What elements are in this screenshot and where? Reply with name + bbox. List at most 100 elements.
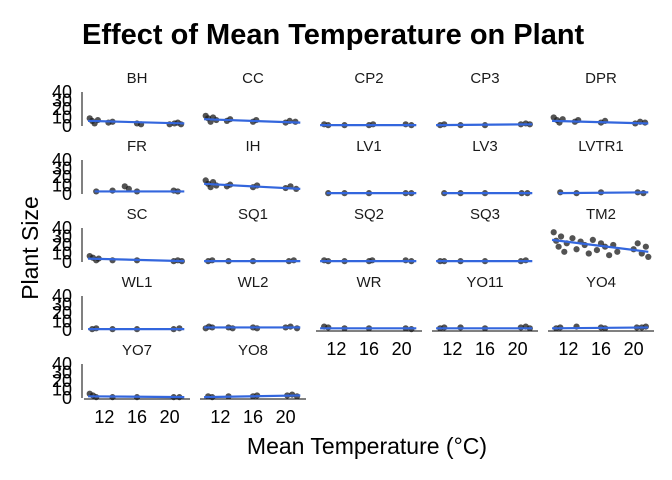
facet-label: CP2 [354,70,383,87]
trend-line [88,257,185,263]
facet-label: BH [127,70,148,87]
y-tick-label: 40 [52,150,72,170]
x-tick-label: 16 [127,407,147,427]
y-tick-label: 10 [52,108,72,128]
data-point [585,250,592,257]
y-tick-label: 30 [52,227,72,247]
panel-sq1: SQ1 [204,206,301,265]
y-tick-label: 20 [52,303,72,323]
x-tick-label: 12 [94,407,114,427]
facet-label: SQ2 [354,206,384,223]
y-tick-label: 10 [52,312,72,332]
panel-sq3: SQ3 [436,206,533,265]
facet-label: CP3 [470,70,499,87]
y-tick-label: 30 [52,363,72,383]
facet-label: FR [127,138,147,155]
x-tick-label: 20 [392,339,412,359]
data-point [593,247,601,254]
panel-lv1: LV1 [325,138,417,197]
trend-line [551,238,649,253]
data-point [573,246,580,253]
x-tick-label: 12 [210,407,230,427]
trend-line [552,326,649,330]
panel-sq2: SQ2 [320,206,417,265]
y-tick-label: 20 [52,235,72,255]
facet-label: LVTR1 [578,138,624,155]
chart-title: Effect of Mean Temperature on Plant [82,19,585,51]
trend-line [204,118,301,124]
facet-label: DPR [585,70,617,87]
trend-line [204,182,301,190]
y-tick-label: 0 [62,184,72,204]
trend-line [436,123,533,127]
panel-yo11: YO11 12 16 20 [432,274,538,359]
panel-wr: WR 12 16 20 [316,274,422,359]
x-tick-label: 16 [243,407,263,427]
trend-line [88,119,185,125]
y-tick-label: 20 [52,167,72,187]
x-tick-label: 20 [160,407,180,427]
data-point [642,243,649,250]
x-axis-label: Mean Temperature (°C) [247,433,487,459]
data-point [207,184,214,191]
panel-lv3: LV3 [441,138,533,197]
y-tick-label: 0 [62,320,72,340]
y-tick-label: 40 [52,286,72,306]
data-point [557,233,565,240]
y-tick-label: 30 [52,159,72,179]
panel-dpr: DPR [550,70,649,127]
y-tick-label: 0 [62,388,72,408]
panel-tm2: TM2 [550,206,652,260]
y-tick-label: 10 [52,176,72,196]
x-tick-label: 12 [558,339,578,359]
y-tick-label: 30 [52,295,72,315]
panel-cp3: CP3 [436,70,533,129]
data-point [561,248,568,255]
x-tick-label: 20 [508,339,528,359]
y-tick-label: 30 [52,91,72,111]
panel-lvtr1: LVTR1 [557,138,649,197]
facet-label: LV3 [472,138,498,155]
data-point [569,235,576,242]
y-tick-label: 0 [62,252,72,272]
facet-label: WL2 [238,274,269,291]
data-point [634,240,641,247]
y-tick-label: 10 [52,380,72,400]
facet-label: SQ1 [238,206,268,223]
trend-line [552,119,649,125]
facet-label: YO11 [466,274,503,291]
x-tick-label: 12 [442,339,462,359]
facet-label: WL1 [122,274,153,291]
facet-label: WR [357,274,382,291]
facet-label: LV1 [356,138,382,155]
y-tick-label: 10 [52,244,72,264]
data-point [645,253,652,260]
x-tick-label: 12 [326,339,346,359]
trend-line [558,191,649,195]
panel-ih: IH [202,138,301,192]
facet-label: YO8 [238,342,268,359]
facet-label: IH [246,138,261,155]
panel-yo8: YO8 12 16 20 [200,342,306,427]
panel-wl2: WL2 [202,274,301,332]
y-tick-label: 20 [52,371,72,391]
panel-cc: CC [202,70,301,126]
y-tick-label: 40 [52,82,72,102]
y-axis-label: Plant Size [17,196,43,300]
data-point [614,248,621,255]
data-point [555,243,562,250]
panel-yo4: YO4 12 16 20 [548,274,654,359]
y-tick-label: 0 [62,116,72,136]
data-point [606,252,613,259]
x-tick-label: 16 [359,339,379,359]
facet-label: SQ3 [470,206,500,223]
y-tick-label: 40 [52,354,72,374]
trend-line [204,394,301,399]
